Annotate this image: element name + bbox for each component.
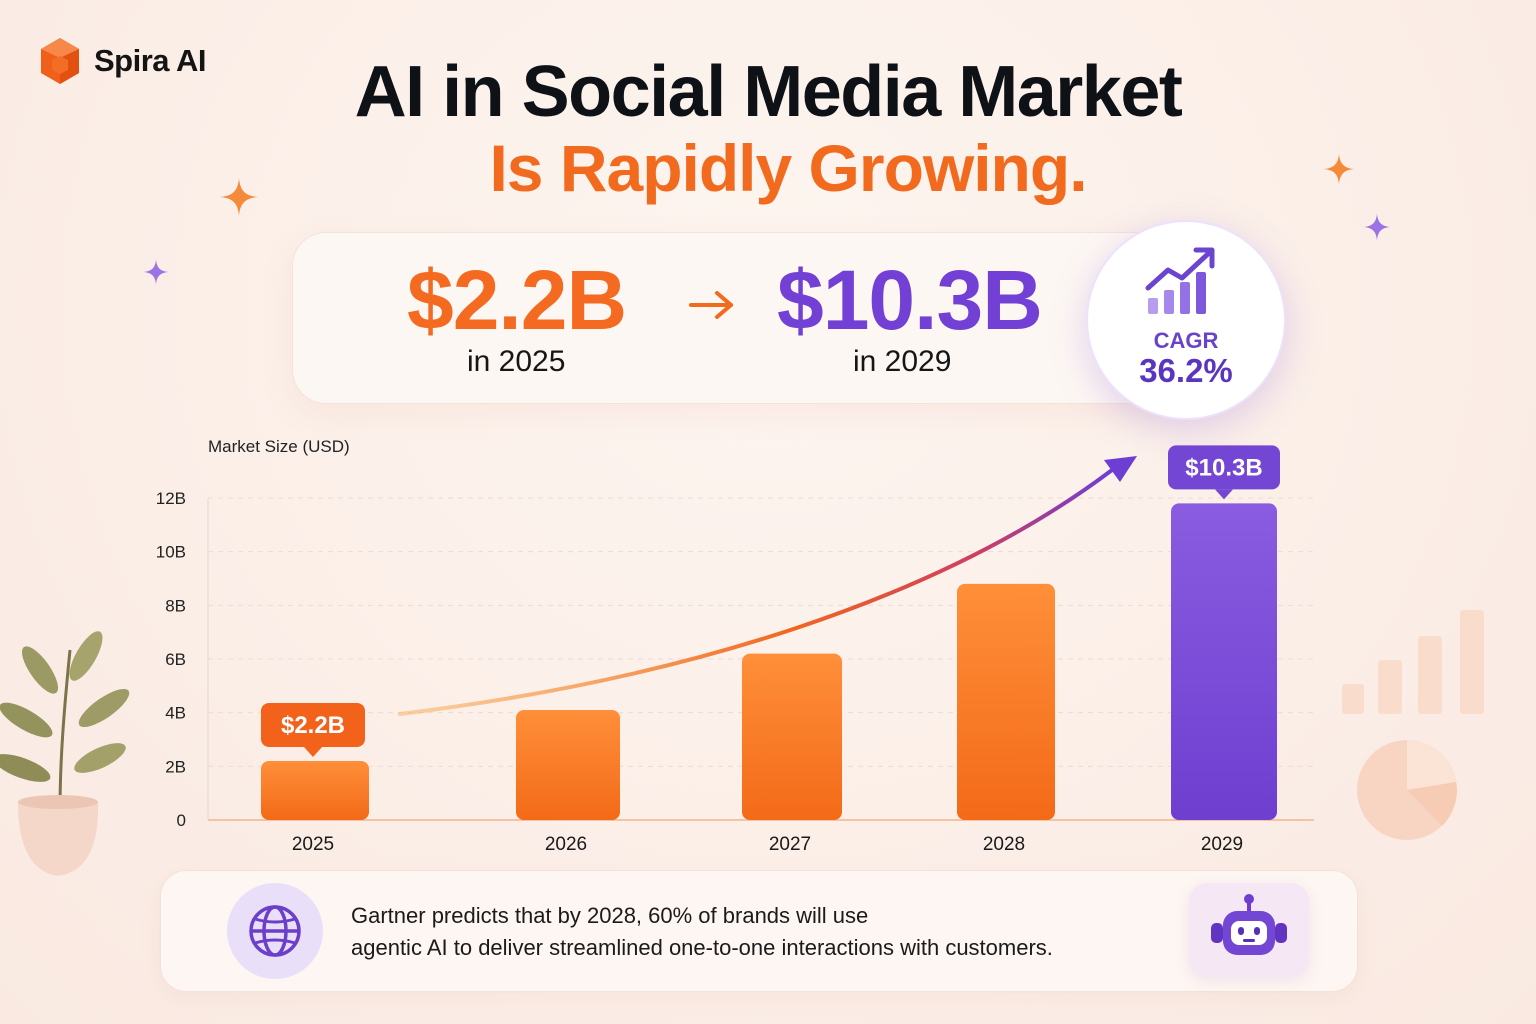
sparkle-icon (220, 178, 258, 216)
x-tick-label: 2029 (1201, 834, 1243, 855)
gartner-prediction-card: Gartner predicts that by 2028, 60% of br… (160, 870, 1358, 992)
y-axis-title: Market Size (USD) (208, 437, 350, 456)
cagr-value: 36.2% (1139, 352, 1233, 389)
start-year-label: in 2025 (467, 345, 566, 378)
y-tick-label: 6B (165, 650, 186, 669)
robot-badge (1189, 883, 1309, 977)
trend-arrowhead-icon (1104, 456, 1137, 482)
globe-icon (249, 905, 301, 957)
brand-name: Spira AI (94, 43, 207, 78)
brand-logo: Spira AI (38, 36, 207, 86)
bar-2025 (261, 760, 369, 820)
end-year-label: in 2029 (853, 345, 952, 378)
start-market-value: $2.2B (407, 253, 627, 347)
y-tick-label: 2B (165, 757, 186, 776)
orange-hexagon-gem-icon (41, 38, 79, 84)
data-label-pointer (304, 746, 322, 757)
prediction-text-line-1: Gartner predicts that by 2028, 60% of br… (351, 903, 869, 928)
sparkle-icon (1323, 153, 1355, 185)
cagr-label: CAGR (1153, 328, 1219, 353)
x-tick-label: 2025 (292, 834, 334, 855)
x-tick-label: 2028 (983, 834, 1025, 855)
data-label-box (261, 702, 365, 747)
sparkle-icon (143, 259, 169, 285)
globe-badge (227, 883, 323, 979)
y-tick-label: 4B (165, 704, 186, 723)
end-market-value: $10.3B (777, 253, 1043, 347)
market-size-summary-card: $2.2B in 2025 $10.3B in 2029 (292, 232, 1174, 404)
market-size-bar-chart: Market Size (USD) 0 2B 4B 6B 8B 10B 12B 2025 20… (156, 437, 1314, 855)
y-tick-label: 0 (177, 811, 186, 830)
data-label-text: $10.3B (1185, 454, 1262, 481)
y-tick-label: 10B (156, 543, 186, 562)
robot-icon (1211, 894, 1287, 955)
x-tick-label: 2027 (769, 834, 811, 855)
bar-2027 (742, 653, 842, 820)
y-tick-label: 8B (165, 596, 186, 615)
decorative-chart-icons (1342, 610, 1484, 840)
data-label-text: $2.2B (281, 712, 345, 739)
growth-bar-chart-icon (1145, 247, 1215, 314)
cagr-badge: CAGR 36.2% (1086, 220, 1286, 420)
prediction-text-line-2: agentic AI to deliver streamlined one-to… (351, 935, 1053, 960)
right-arrow-icon (689, 291, 733, 319)
trend-curve (398, 468, 1114, 716)
data-label-box (1168, 445, 1280, 490)
bar-2028 (957, 583, 1055, 820)
bar-2029 (1171, 503, 1277, 820)
page-title: AI in Social Media Market (354, 52, 1183, 132)
potted-plant-illustration (0, 631, 130, 876)
sparkle-icon (1363, 213, 1391, 241)
x-tick-label: 2026 (545, 834, 587, 855)
bar-2026 (516, 709, 620, 820)
data-label-pointer (1215, 489, 1233, 500)
y-tick-label: 12B (156, 489, 186, 508)
page-subtitle: Is Rapidly Growing. (489, 131, 1087, 205)
